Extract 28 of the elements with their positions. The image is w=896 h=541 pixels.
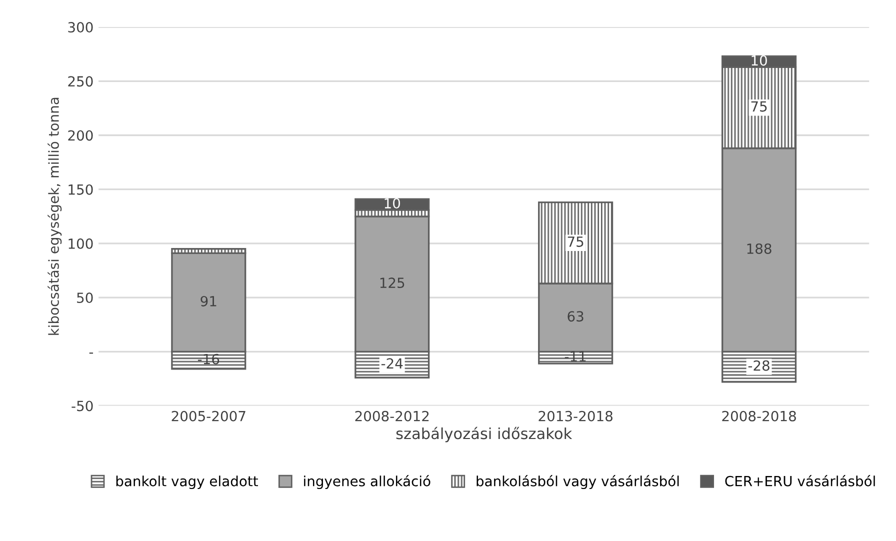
- y-tick-label: 150: [68, 184, 93, 195]
- legend-label: bankolt vagy eladott: [116, 476, 258, 490]
- y-tick-label: 100: [68, 238, 93, 249]
- y-tick-label: 200: [68, 130, 93, 141]
- legend-label: bankolásból vagy vásárlásból: [476, 475, 679, 490]
- y-tick-label: 250: [68, 76, 93, 87]
- x-tick-label: 2008-2018: [722, 410, 796, 422]
- y-axis-title: kibocsátási egységek, millió tonna: [48, 98, 62, 335]
- data-label: 75: [568, 236, 584, 247]
- legend-label: CER+ERU vásárlásból: [725, 475, 875, 486]
- data-label: -24: [381, 358, 403, 368]
- x-tick-label: 2005-2007: [172, 410, 246, 422]
- legend-label: ingyenes allokáció: [304, 475, 430, 490]
- data-label: 63: [568, 311, 584, 322]
- y-tick-label: 50: [77, 292, 93, 304]
- y-tick-label: -: [89, 352, 94, 354]
- data-label: 125: [380, 278, 404, 288]
- data-label: 75: [751, 101, 767, 112]
- x-tick-label: 2008-2012: [355, 410, 429, 422]
- data-label: 10: [384, 198, 400, 209]
- data-label: -28: [748, 360, 770, 371]
- data-label: 91: [200, 296, 216, 306]
- x-axis-title: szabályozási időszakok: [396, 426, 572, 442]
- data-label: 188: [747, 243, 772, 254]
- y-tick-label: -50: [72, 400, 93, 412]
- data-label: 10: [752, 55, 767, 66]
- y-tick-label: 300: [68, 22, 93, 33]
- x-tick-label: 2013-2018: [538, 410, 612, 422]
